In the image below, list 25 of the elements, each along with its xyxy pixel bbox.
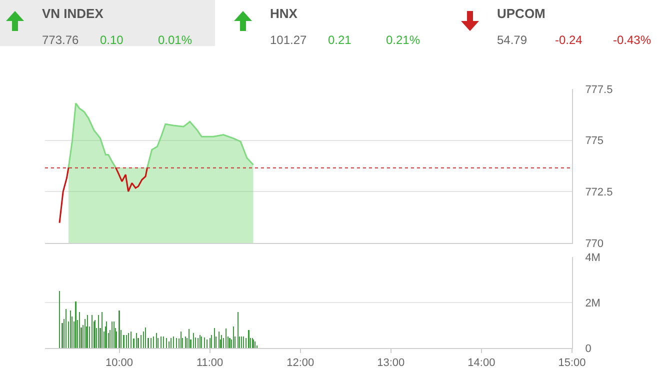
text: 101.27 bbox=[270, 33, 307, 47]
y-tick-label: 4M bbox=[585, 252, 600, 264]
x-tick-label: 14:00 bbox=[468, 357, 496, 370]
y-tick-label: 772.5 bbox=[585, 186, 613, 199]
y-tick-label: 2M bbox=[585, 297, 600, 310]
text: 0.21 bbox=[328, 33, 352, 47]
x-tick-label: 12:00 bbox=[286, 357, 314, 370]
y-tick-label: 0 bbox=[585, 342, 592, 355]
text: -0.43% bbox=[613, 33, 652, 47]
text: HNX bbox=[270, 6, 298, 21]
text: 0.01% bbox=[158, 33, 192, 47]
text: 0.21% bbox=[386, 33, 420, 47]
x-tick-label: 15:00 bbox=[558, 357, 586, 370]
x-tick-label: 13:00 bbox=[377, 357, 405, 370]
x-tick-label: 10:00 bbox=[105, 357, 134, 370]
text: -0.24 bbox=[555, 33, 582, 47]
y-tick-label: 775 bbox=[585, 135, 604, 148]
text: VN INDEX bbox=[42, 6, 104, 21]
y-tick-label: 777.5 bbox=[585, 84, 613, 96]
text: UPCOM bbox=[497, 6, 546, 21]
y-tick-label: 770 bbox=[585, 238, 604, 250]
x-tick-label: 11:00 bbox=[196, 357, 224, 370]
text: 54.79 bbox=[497, 33, 528, 47]
text: 0.10 bbox=[100, 33, 124, 47]
text: 773.76 bbox=[42, 33, 79, 47]
